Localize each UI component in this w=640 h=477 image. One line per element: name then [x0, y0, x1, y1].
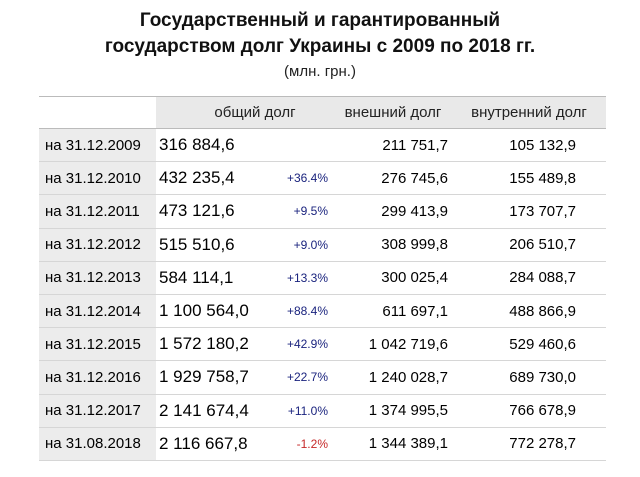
row-date: на 31.12.2014 — [39, 294, 156, 329]
header-row: общий долг внешний долг внутренний долг — [39, 96, 606, 129]
row-internal-debt: 529 460,6 — [452, 327, 606, 362]
row-internal-debt: 206 510,7 — [452, 228, 606, 262]
header-date — [39, 96, 156, 129]
table-row: на 31.12.2013 584 114,1 +13.3% 300 025,4 284… — [39, 261, 606, 295]
header-external: внешний долг — [334, 96, 452, 129]
row-total-debt: 1 929 758,7 — [156, 360, 268, 395]
row-change: +9.0% — [268, 228, 334, 262]
row-date: на 31.08.2018 — [39, 427, 156, 461]
row-total-debt: 515 510,6 — [156, 228, 268, 262]
row-total-debt: 2 116 667,8 — [156, 427, 268, 461]
row-external-debt: 308 999,8 — [334, 228, 452, 262]
row-total-debt: 473 121,6 — [156, 194, 268, 229]
row-external-debt: 300 025,4 — [334, 261, 452, 295]
row-total-debt: 316 884,6 — [156, 128, 268, 163]
table-row: на 31.08.2018 2 116 667,8 -1.2% 1 344 389,1… — [39, 427, 606, 461]
table-row: на 31.12.2010 432 235,4 +36.4% 276 745,6 155… — [39, 161, 606, 196]
row-internal-debt: 488 866,9 — [452, 294, 606, 329]
row-external-debt: 1 374 995,5 — [334, 394, 452, 428]
table-row: на 31.12.2015 1 572 180,2 +42.9% 1 042 719,… — [39, 327, 606, 362]
table-row: на 31.12.2011 473 121,6 +9.5% 299 413,9 173 … — [39, 194, 606, 229]
row-internal-debt: 689 730,0 — [452, 360, 606, 395]
row-external-debt: 299 413,9 — [334, 194, 452, 229]
row-change — [268, 128, 334, 163]
row-total-debt: 432 235,4 — [156, 161, 268, 196]
row-external-debt: 1 240 028,7 — [334, 360, 452, 395]
row-internal-debt: 772 278,7 — [452, 427, 606, 461]
table-row: на 31.12.2012 515 510,6 +9.0% 308 999,8 206 … — [39, 228, 606, 262]
row-date: на 31.12.2011 — [39, 194, 156, 229]
row-change: -1.2% — [268, 427, 334, 461]
row-external-debt: 611 697,1 — [334, 294, 452, 329]
table-row: на 31.12.2009 316 884,6 211 751,7 105 132,9 — [39, 128, 606, 163]
row-total-debt: 584 114,1 — [156, 261, 268, 295]
table-row: на 31.12.2016 1 929 758,7 +22.7% 1 240 028,… — [39, 360, 606, 395]
row-total-debt: 2 141 674,4 — [156, 394, 268, 428]
row-date: на 31.12.2017 — [39, 394, 156, 428]
row-change: +9.5% — [268, 194, 334, 229]
row-internal-debt: 284 088,7 — [452, 261, 606, 295]
table-row: на 31.12.2017 2 141 674,4 +11.0% 1 374 995,… — [39, 394, 606, 428]
header-total-label: общий долг — [214, 104, 296, 121]
row-change: +22.7% — [268, 360, 334, 395]
row-internal-debt: 173 707,7 — [452, 194, 606, 229]
row-date: на 31.12.2010 — [39, 161, 156, 196]
table-row: на 31.12.2014 1 100 564,0 +88.4% 611 697,1 4… — [39, 294, 606, 329]
page-title: Государственный и гарантированный госуда… — [0, 8, 640, 60]
row-change: +42.9% — [268, 327, 334, 362]
row-internal-debt: 766 678,9 — [452, 394, 606, 428]
row-date: на 31.12.2013 — [39, 261, 156, 295]
row-change: +88.4% — [268, 294, 334, 329]
row-date: на 31.12.2012 — [39, 228, 156, 262]
row-date: на 31.12.2015 — [39, 327, 156, 362]
title-line-1: Государственный и гарантированный — [139, 10, 501, 31]
row-total-debt: 1 100 564,0 — [156, 294, 268, 329]
row-change: +36.4% — [268, 161, 334, 196]
row-date: на 31.12.2016 — [39, 360, 156, 395]
row-external-debt: 211 751,7 — [334, 128, 452, 163]
units-label: (млн. грн.) — [284, 63, 356, 80]
row-change: +13.3% — [268, 261, 334, 295]
row-internal-debt: 155 489,8 — [452, 161, 606, 196]
title-line-2: государством долг Украины с 2009 по 2018… — [104, 36, 536, 57]
row-external-debt: 276 745,6 — [334, 161, 452, 196]
header-total: общий долг — [156, 96, 334, 129]
row-internal-debt: 105 132,9 — [452, 128, 606, 163]
row-external-debt: 1 344 389,1 — [334, 427, 452, 461]
header-internal: внутренний долг — [452, 96, 606, 129]
debt-table: общий долг внешний долг внутренний долг … — [39, 96, 606, 461]
row-change: +11.0% — [268, 394, 334, 428]
row-total-debt: 1 572 180,2 — [156, 327, 268, 362]
row-external-debt: 1 042 719,6 — [334, 327, 452, 362]
row-date: на 31.12.2009 — [39, 128, 156, 163]
